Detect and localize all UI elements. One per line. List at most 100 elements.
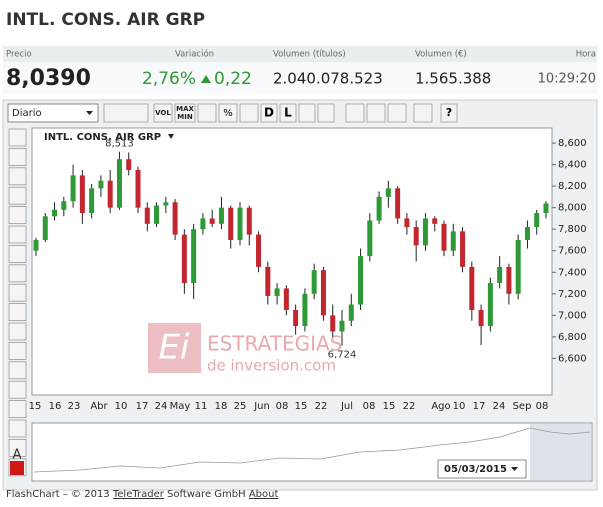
tool-button[interactable] bbox=[8, 303, 27, 322]
tool-button[interactable] bbox=[8, 380, 27, 399]
vol-button[interactable] bbox=[153, 103, 173, 123]
maxmin-button[interactable] bbox=[174, 103, 196, 123]
l-button[interactable] bbox=[279, 103, 297, 123]
candle-body bbox=[339, 320, 345, 332]
candle-body bbox=[432, 218, 438, 224]
dropdown-arrow bbox=[511, 467, 518, 471]
label: Hora bbox=[576, 50, 596, 60]
button-text: D bbox=[264, 106, 274, 120]
d-button[interactable] bbox=[260, 103, 278, 123]
tool-button[interactable] bbox=[8, 167, 27, 186]
period-select[interactable] bbox=[7, 103, 99, 123]
candle-body bbox=[163, 202, 169, 206]
y-tick-label: 8,600 bbox=[558, 138, 587, 149]
x-tick-label: May bbox=[170, 401, 191, 412]
x-tick-label: 15 bbox=[29, 401, 42, 412]
candle-body bbox=[52, 209, 58, 217]
candle-body bbox=[283, 288, 289, 310]
annotation: 8,513 bbox=[105, 139, 134, 150]
chart-type-button[interactable] bbox=[103, 103, 149, 123]
tool-button[interactable] bbox=[8, 322, 27, 341]
y-tick-label: 8,000 bbox=[558, 203, 587, 214]
candle-body bbox=[469, 266, 475, 310]
candle-body bbox=[348, 304, 354, 321]
period: Diario bbox=[12, 108, 42, 119]
y-tick-label: 7,200 bbox=[558, 289, 587, 300]
tool-button[interactable] bbox=[8, 225, 27, 244]
candle-body bbox=[70, 175, 76, 202]
print-button[interactable] bbox=[413, 103, 433, 123]
line-button[interactable] bbox=[317, 103, 335, 123]
tool-button[interactable] bbox=[8, 400, 27, 419]
candle-body bbox=[237, 207, 243, 240]
tool-button[interactable] bbox=[8, 264, 27, 283]
candle-body bbox=[191, 229, 197, 284]
candle-body bbox=[497, 266, 503, 284]
tool-button[interactable] bbox=[8, 206, 27, 225]
zoom-in-button[interactable] bbox=[366, 103, 386, 123]
navigator-date: 05/03/2015 bbox=[444, 464, 507, 475]
candle-body bbox=[116, 159, 122, 208]
candle-body bbox=[126, 159, 132, 170]
tool-button[interactable] bbox=[8, 361, 27, 380]
footer-link[interactable]: About bbox=[249, 489, 279, 500]
tool-button[interactable] bbox=[8, 244, 27, 263]
candle-body bbox=[450, 231, 456, 251]
change-pct: 2,76% bbox=[142, 69, 196, 89]
line-button[interactable] bbox=[298, 103, 316, 123]
volume-shares: 2.040.078.523 bbox=[273, 70, 383, 88]
dropdown-arrow bbox=[86, 111, 93, 115]
tool-button[interactable] bbox=[8, 419, 27, 438]
x-tick-label: 15 bbox=[383, 401, 396, 412]
x-tick-label: 10 bbox=[115, 401, 128, 412]
candle-body bbox=[330, 315, 336, 332]
x-tick-label: 11 bbox=[195, 401, 208, 412]
label: Volumen (títulos) bbox=[273, 50, 346, 60]
candle-body bbox=[98, 180, 104, 189]
date-field[interactable] bbox=[437, 459, 527, 479]
footer-text: FlashChart – © 2013 bbox=[6, 489, 113, 500]
candle-body bbox=[144, 207, 150, 224]
indicator-button[interactable] bbox=[239, 103, 259, 123]
tool-button[interactable] bbox=[8, 283, 27, 302]
help-button[interactable] bbox=[440, 103, 458, 123]
button-text: MAX bbox=[176, 105, 194, 113]
candle-body bbox=[478, 309, 484, 327]
y-tick-label: 8,200 bbox=[558, 181, 587, 192]
y-tick-label: 7,800 bbox=[558, 224, 587, 235]
trend-button[interactable] bbox=[345, 103, 365, 123]
tool-button[interactable] bbox=[8, 147, 27, 166]
candle-body bbox=[358, 256, 364, 305]
label: Volumen (€) bbox=[415, 50, 467, 60]
tool-button[interactable] bbox=[8, 341, 27, 360]
zoom-out-button[interactable] bbox=[387, 103, 407, 123]
footer-link[interactable]: TeleTrader bbox=[112, 489, 165, 500]
label: Precio bbox=[6, 50, 32, 60]
tool-button[interactable] bbox=[8, 186, 27, 205]
annotation: 6,724 bbox=[328, 349, 357, 360]
grid-button[interactable] bbox=[197, 103, 217, 123]
x-tick-label: 23 bbox=[68, 401, 81, 412]
percent-button[interactable] bbox=[218, 103, 238, 123]
button-text: L bbox=[284, 106, 292, 120]
x-tick-label: 22 bbox=[403, 401, 416, 412]
candle-body bbox=[154, 205, 160, 224]
price: 8,0390 bbox=[6, 66, 91, 91]
candle-body bbox=[506, 266, 512, 294]
candle-body bbox=[422, 218, 428, 246]
watermark-text: de inversion.com bbox=[207, 357, 336, 375]
candle-body bbox=[246, 207, 252, 235]
x-tick-label: Jun bbox=[253, 401, 270, 412]
watermark-logo-text: Ei bbox=[159, 328, 190, 368]
tool-button[interactable] bbox=[8, 438, 27, 457]
label: Variación bbox=[175, 49, 214, 60]
candle-body bbox=[209, 218, 215, 224]
button-text: VOL bbox=[155, 109, 171, 117]
x-tick-label: Jul bbox=[340, 401, 353, 412]
candle-body bbox=[61, 201, 67, 210]
candle-body bbox=[265, 266, 271, 296]
candle-body bbox=[107, 180, 113, 208]
tool-button[interactable] bbox=[8, 128, 27, 147]
y-tick-label: 7,000 bbox=[558, 310, 587, 321]
